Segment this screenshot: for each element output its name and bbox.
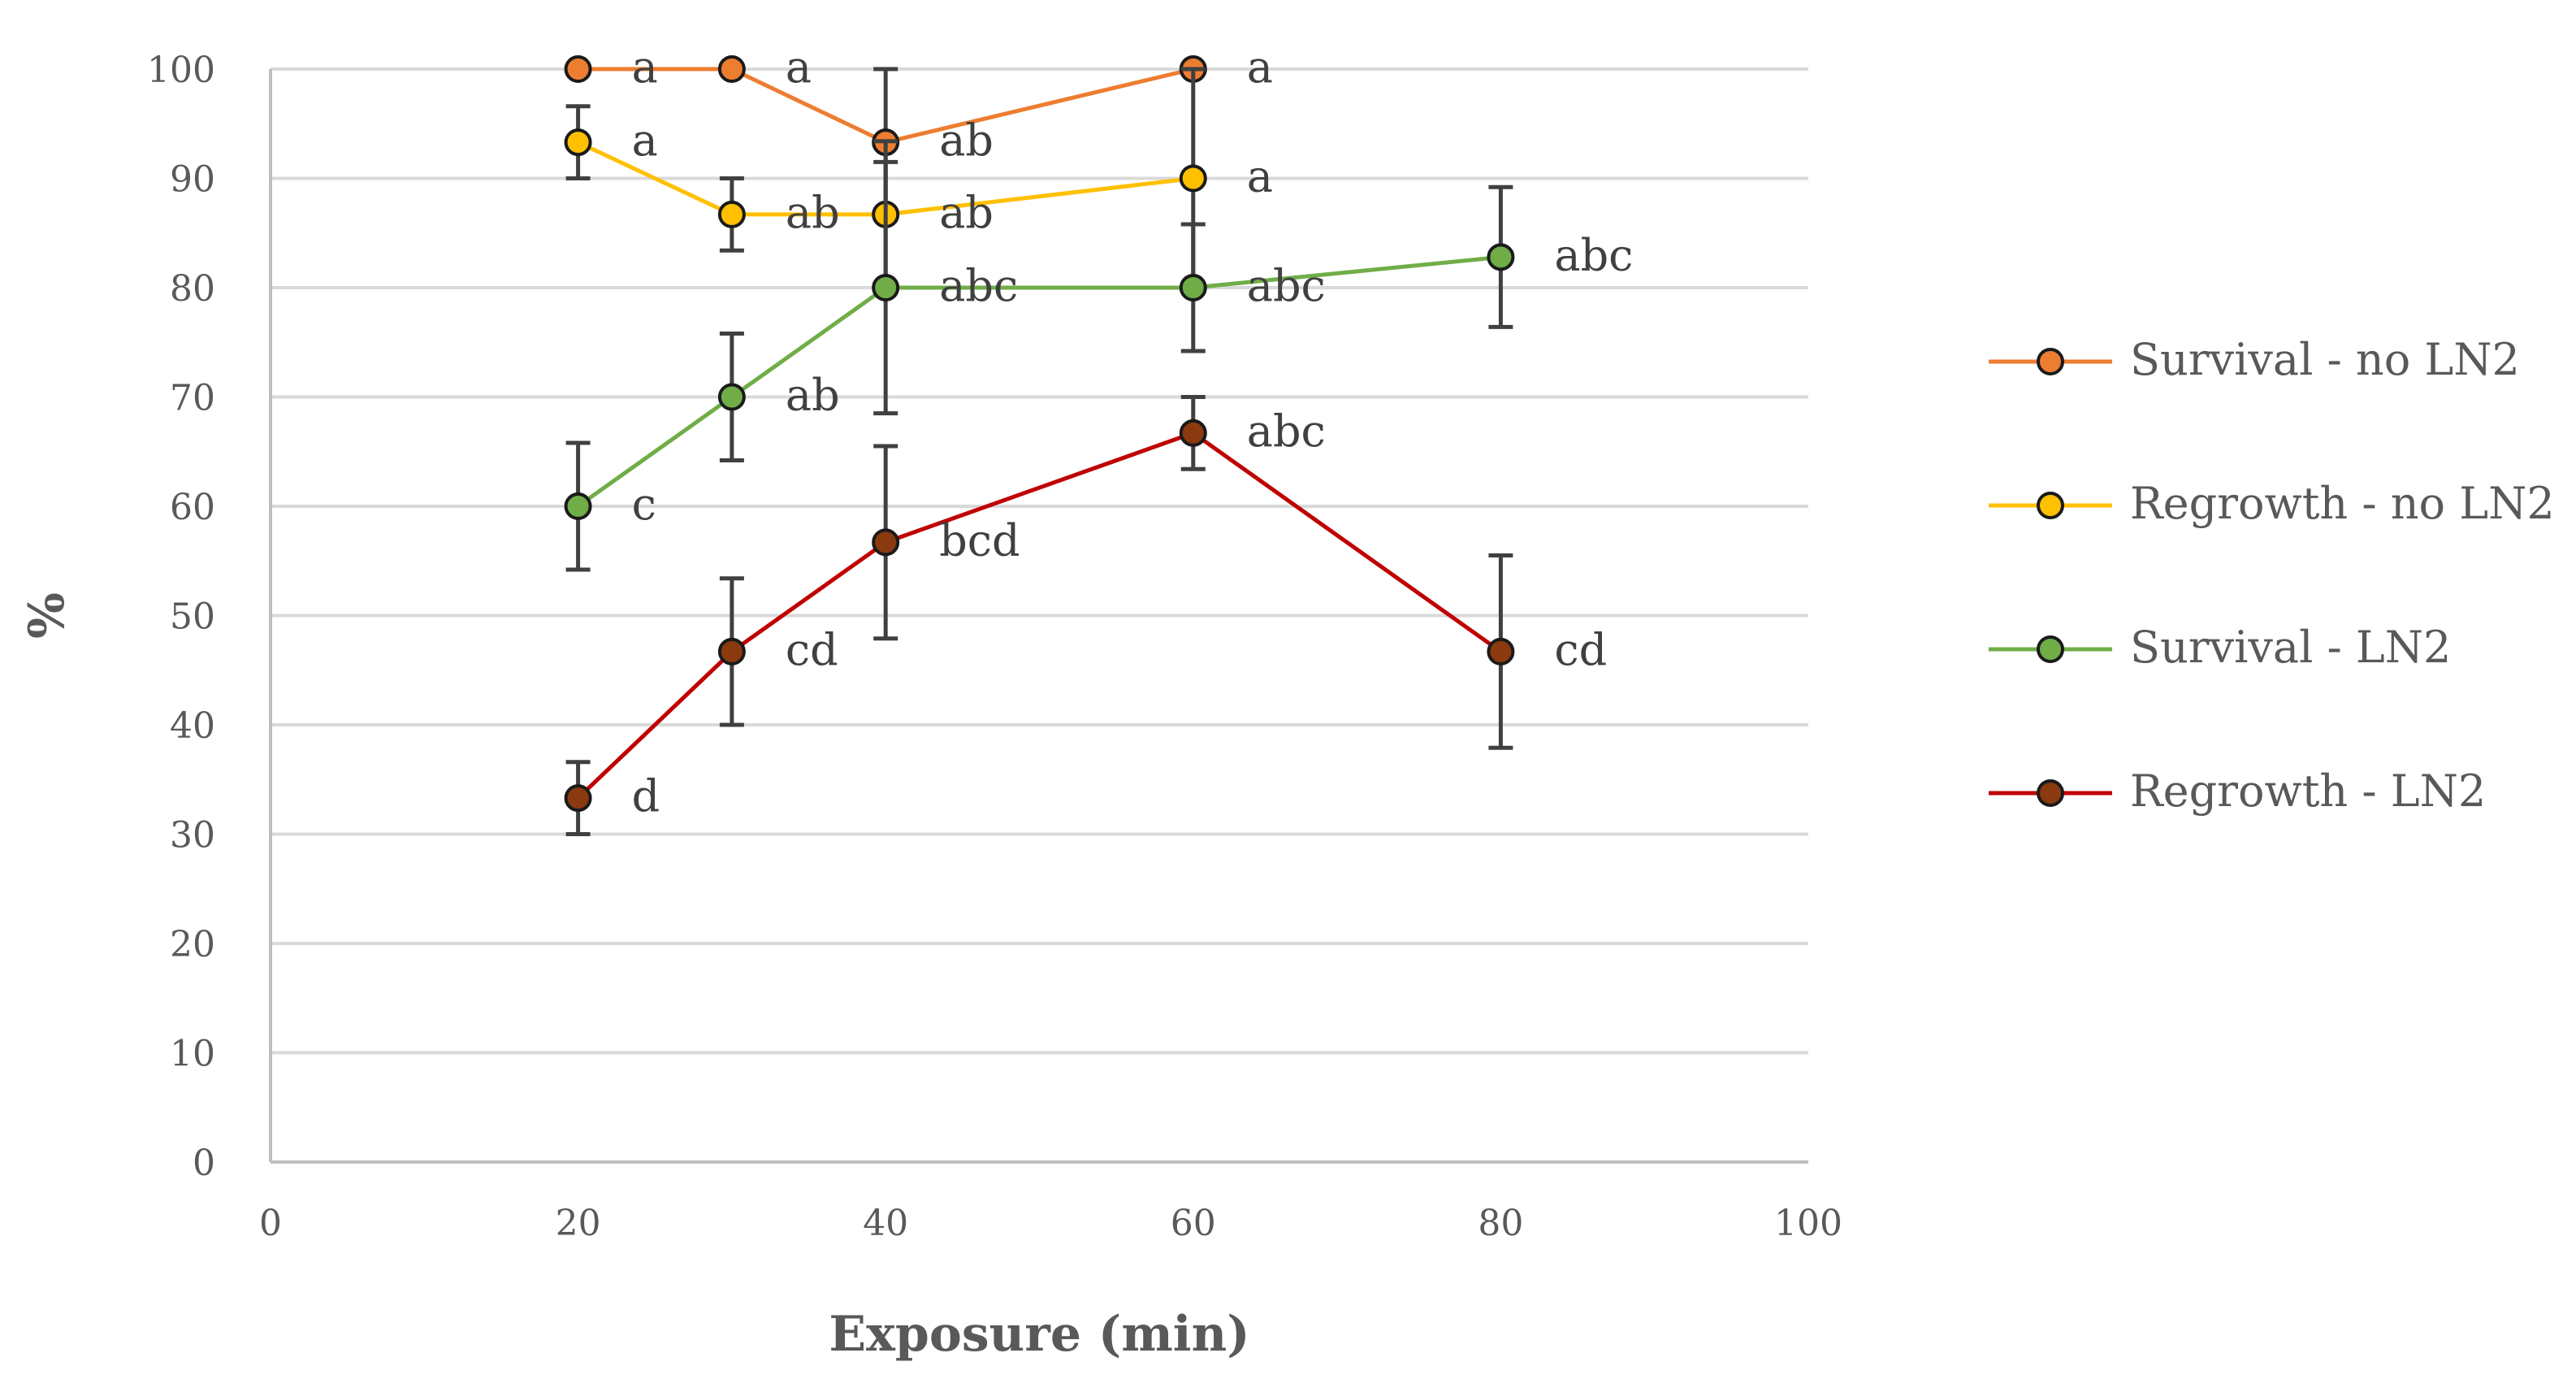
legend-item-1[interactable]: Survival - no LN2 xyxy=(1989,334,2520,385)
data-point-4-1 xyxy=(564,784,592,813)
significance-label-1-4: a xyxy=(1247,41,1273,93)
y-tick-label-30: 30 xyxy=(170,815,215,856)
legend-label-1: Survival - no LN2 xyxy=(2130,334,2520,385)
series-line-2 xyxy=(577,140,1194,217)
data-point-3-1 xyxy=(564,492,592,520)
y-tick-label-20: 20 xyxy=(170,924,215,965)
significance-label-3-5: abc xyxy=(1554,229,1633,280)
y-tick-label-70: 70 xyxy=(170,378,215,419)
legend[interactable]: Survival - no LN2 Regrowth - no LN2 Surviv… xyxy=(1989,334,2555,817)
legend-item-4[interactable]: Regrowth - LN2 xyxy=(1989,765,2486,817)
legend-marker-1 xyxy=(2037,348,2064,375)
significance-label-2-2: ab xyxy=(786,187,840,238)
x-tick-label-20: 20 xyxy=(556,1203,601,1244)
significance-label-1-2: a xyxy=(786,41,812,93)
significance-label-4-1: d xyxy=(632,770,660,822)
y-tick-label-60: 60 xyxy=(170,487,215,528)
legend-label-2: Regrowth - no LN2 xyxy=(2130,478,2555,529)
significance-label-1-3: ab xyxy=(939,115,994,166)
significance-label-3-3: abc xyxy=(939,260,1018,311)
series-3: c ab abc abc abc xyxy=(564,159,1633,572)
significance-label-2-4: a xyxy=(1247,151,1273,202)
x-tick-label-80: 80 xyxy=(1478,1203,1523,1244)
y-tick-label-0: 0 xyxy=(193,1143,215,1184)
legend-marker-4 xyxy=(2037,779,2064,807)
significance-label-4-5: cd xyxy=(1554,624,1607,675)
y-tick-label-90: 90 xyxy=(170,159,215,201)
y-tick-label-10: 10 xyxy=(170,1034,215,1075)
data-point-4-5 xyxy=(1487,637,1515,666)
x-tick-label-40: 40 xyxy=(863,1203,908,1244)
data-point-2-1 xyxy=(564,128,592,157)
series-4: d cd bcd abc cd xyxy=(564,395,1607,836)
gridlines xyxy=(271,67,1808,1055)
series-line-1 xyxy=(578,67,1194,145)
x-tick-label-100: 100 xyxy=(1774,1203,1842,1244)
data-point-1-1 xyxy=(564,55,592,83)
x-axis-title: Exposure (min) xyxy=(829,1306,1249,1363)
series-line-3 xyxy=(577,254,1501,509)
significance-label-2-3: ab xyxy=(939,187,994,238)
x-tick-label-0: 0 xyxy=(259,1203,282,1244)
y-tick-label-50: 50 xyxy=(170,596,215,638)
data-point-3-2 xyxy=(717,383,746,411)
y-tick-label-40: 40 xyxy=(170,705,215,747)
data-point-4-4 xyxy=(1179,418,1207,447)
significance-label-4-3: bcd xyxy=(939,514,1020,566)
tick-labels: 0 10 20 30 40 50 60 70 80 90 100 0 20 40 60 80 100 xyxy=(147,50,1842,1244)
legend-item-3[interactable]: Survival - LN2 xyxy=(1989,622,2451,673)
data-point-2-4 xyxy=(1179,164,1207,193)
y-tick-label-100: 100 xyxy=(147,50,215,91)
legend-label-3: Survival - LN2 xyxy=(2130,622,2451,673)
data-point-4-2 xyxy=(717,637,746,666)
significance-label-1-1: a xyxy=(632,41,658,93)
y-axis-title: % xyxy=(19,592,76,639)
significance-label-4-4: abc xyxy=(1247,405,1326,457)
data-point-1-2 xyxy=(717,55,746,83)
significance-label-2-1: a xyxy=(632,115,658,166)
y-tick-label-80: 80 xyxy=(170,268,215,310)
significance-label-3-2: ab xyxy=(786,370,840,421)
significance-label-3-1: c xyxy=(632,479,656,530)
x-tick-label-60: 60 xyxy=(1171,1203,1216,1244)
data-point-3-5 xyxy=(1487,243,1515,271)
significance-label-3-4: abc xyxy=(1247,260,1326,311)
data-point-2-2 xyxy=(717,200,746,228)
legend-marker-2 xyxy=(2037,492,2064,519)
significance-label-4-2: cd xyxy=(786,624,838,675)
data-point-4-3 xyxy=(872,528,900,557)
data-point-3-4 xyxy=(1179,274,1207,301)
legend-marker-3 xyxy=(2037,635,2064,663)
legend-item-2[interactable]: Regrowth - no LN2 xyxy=(1989,478,2555,529)
axes xyxy=(269,69,1808,1164)
legend-label-4: Regrowth - LN2 xyxy=(2130,765,2486,817)
data-point-3-3 xyxy=(872,274,900,301)
